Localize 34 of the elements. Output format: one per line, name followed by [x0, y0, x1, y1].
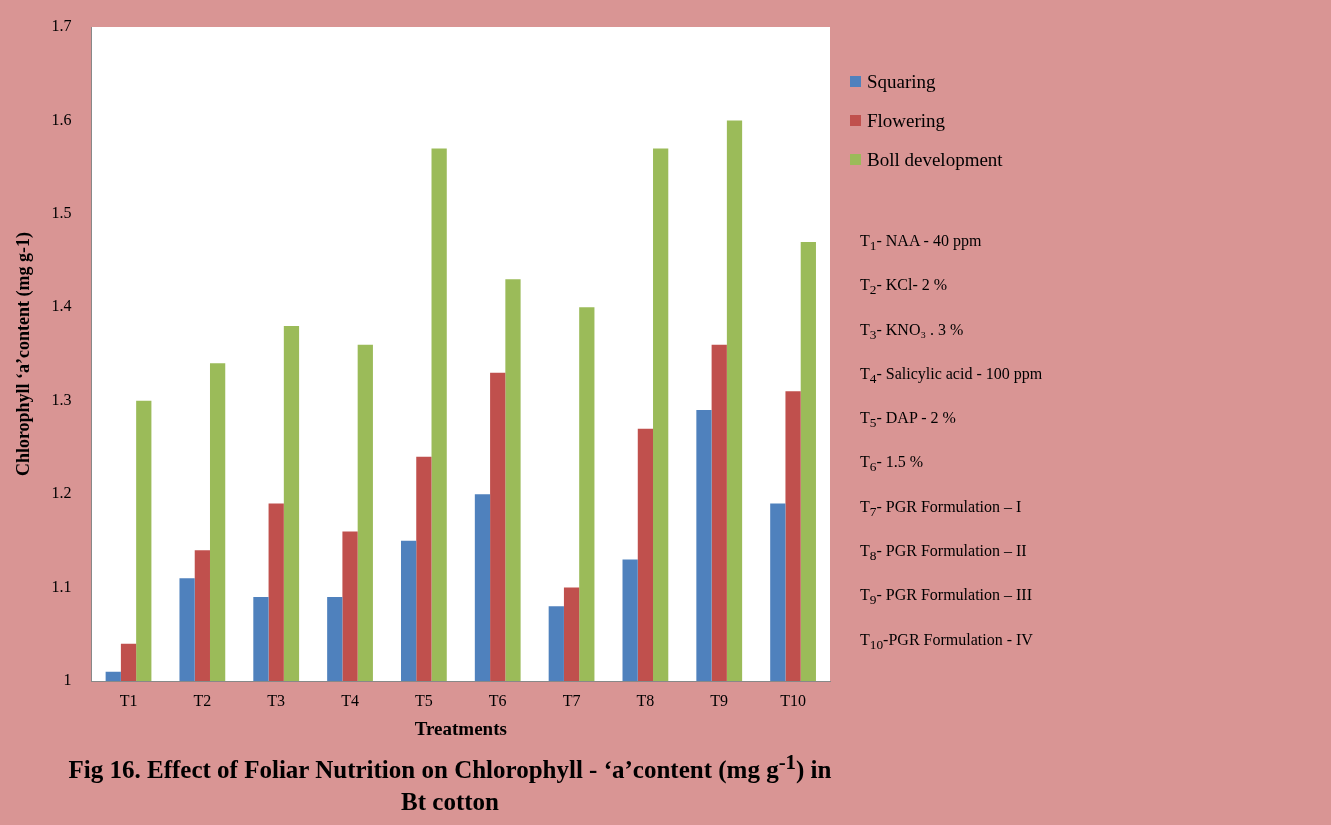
text: T$_{4}$- Salicylic acid - 100 ppm [860, 364, 1043, 389]
text: T$_{5}$- DAP - 2 % [860, 409, 957, 433]
text: T$_{7}$- PGR Formulation – I [860, 497, 1023, 521]
x-tick-label: T4 [341, 691, 359, 709]
legend-label: Squaring [867, 70, 936, 93]
text: T$_{8}$- PGR Formulation – II [860, 542, 1028, 566]
y-tick-label: 1 [63, 671, 72, 689]
legend-label: Boll development [867, 148, 1003, 171]
x-axis-title: Treatments [414, 717, 507, 739]
x-tick-label: T7 [562, 691, 581, 709]
chart-title: Fig 16. Effect of Foliar Nutrition on Chlorophyll - ‘a’content (mg g$^{-1}$) in Bt cotton [68, 750, 832, 816]
text: T$_{2}$- KCl- 2 % [860, 276, 949, 300]
text: T$_{10}$-PGR Formulation - IV [860, 630, 1034, 654]
y-tick-label: 1.2 [51, 484, 72, 502]
text: T$_{3}$- KNO₃ . 3 % [860, 320, 965, 344]
x-tick-label: T3 [267, 691, 286, 709]
text: T$_{1}$- NAA - 40 ppm [860, 232, 983, 256]
text: T$_{6}$- 1.5 % [860, 453, 925, 477]
y-tick-label: 1.3 [51, 390, 72, 408]
y-tick-label: 1.7 [51, 17, 72, 35]
x-tick-label: T10 [780, 691, 806, 709]
x-tick-label: T6 [488, 691, 507, 709]
y-axis-title: Chlorophyll ‘a’content (mg g-1) [13, 231, 35, 477]
x-tick-label: T5 [414, 691, 433, 709]
text: T$_{9}$- PGR Formulation – III [860, 586, 1033, 610]
y-tick-label: 1.6 [51, 110, 72, 128]
y-tick-label: 1.4 [51, 297, 72, 315]
y-tick-label: 1.1 [51, 577, 72, 595]
y-tick-label: 1.5 [51, 204, 72, 222]
x-tick-label: T2 [193, 691, 212, 709]
legend-label: Flowering [867, 109, 946, 132]
x-tick-label: T9 [710, 691, 729, 709]
x-tick-label: T8 [636, 691, 655, 709]
x-tick-label: T1 [119, 691, 138, 709]
